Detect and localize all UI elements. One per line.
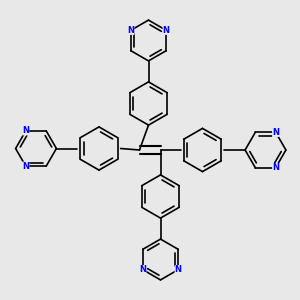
Text: N: N [163, 26, 170, 35]
Text: N: N [22, 126, 29, 135]
Text: N: N [127, 26, 134, 35]
Text: N: N [272, 163, 279, 172]
Text: N: N [272, 128, 279, 137]
Text: N: N [175, 265, 182, 274]
Text: N: N [22, 162, 29, 171]
Text: N: N [139, 265, 146, 274]
